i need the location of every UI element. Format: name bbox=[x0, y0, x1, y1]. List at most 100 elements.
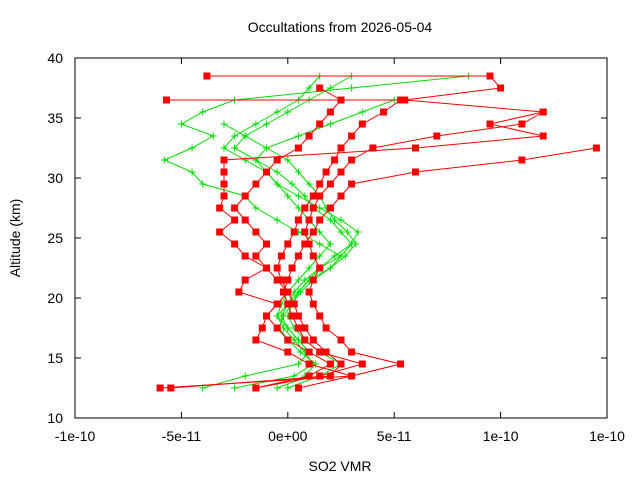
data-point bbox=[301, 192, 309, 200]
data-point bbox=[305, 288, 313, 296]
data-point bbox=[216, 228, 224, 236]
data-point bbox=[258, 324, 266, 332]
data-point bbox=[352, 240, 360, 248]
data-point bbox=[337, 192, 345, 200]
data-point bbox=[199, 180, 207, 188]
data-point bbox=[326, 120, 334, 128]
data-point bbox=[284, 276, 292, 284]
data-point bbox=[273, 156, 281, 164]
data-point bbox=[288, 264, 296, 272]
data-point bbox=[280, 288, 287, 296]
profile-line bbox=[255, 99, 395, 389]
data-point bbox=[280, 312, 288, 320]
data-point bbox=[231, 132, 239, 140]
profile-line bbox=[223, 123, 357, 377]
data-point bbox=[231, 204, 239, 212]
data-point bbox=[273, 264, 281, 272]
data-point bbox=[316, 84, 324, 92]
data-point bbox=[316, 240, 324, 248]
data-point bbox=[294, 216, 302, 224]
data-point bbox=[216, 204, 224, 212]
data-point bbox=[284, 336, 292, 344]
data-point bbox=[316, 228, 324, 236]
data-point bbox=[203, 72, 211, 80]
data-point bbox=[167, 384, 175, 392]
data-point bbox=[305, 216, 313, 224]
data-point bbox=[301, 324, 309, 332]
data-point bbox=[294, 276, 302, 284]
data-point bbox=[316, 180, 324, 188]
data-point bbox=[252, 252, 260, 260]
data-point bbox=[263, 264, 270, 272]
data-point bbox=[326, 204, 334, 212]
data-point bbox=[241, 372, 249, 380]
data-point bbox=[252, 228, 260, 236]
plot-frame bbox=[74, 57, 608, 419]
data-point bbox=[326, 84, 334, 92]
data-point bbox=[326, 240, 334, 248]
data-point bbox=[369, 144, 377, 152]
data-point bbox=[337, 336, 345, 344]
data-point bbox=[322, 348, 330, 356]
data-point bbox=[290, 300, 298, 308]
y-tick-label: 20 bbox=[47, 290, 63, 306]
data-point bbox=[252, 336, 260, 344]
data-point bbox=[348, 132, 356, 140]
data-point bbox=[486, 120, 494, 128]
data-point bbox=[273, 180, 281, 188]
y-tick-label: 35 bbox=[47, 110, 63, 126]
data-point bbox=[220, 156, 228, 164]
profile-line bbox=[166, 99, 403, 389]
data-layer bbox=[156, 72, 600, 392]
data-point bbox=[294, 324, 302, 332]
data-point bbox=[348, 156, 356, 164]
data-point bbox=[316, 120, 324, 128]
data-point bbox=[277, 276, 285, 284]
data-point bbox=[316, 252, 324, 260]
data-point bbox=[284, 348, 292, 356]
data-point bbox=[290, 228, 298, 236]
data-point bbox=[343, 228, 351, 236]
data-point bbox=[297, 288, 305, 296]
data-point bbox=[241, 252, 249, 260]
data-point bbox=[231, 144, 239, 152]
data-point bbox=[273, 108, 281, 116]
data-point bbox=[358, 108, 366, 116]
data-point bbox=[241, 192, 249, 200]
data-point bbox=[220, 168, 228, 176]
data-point bbox=[220, 180, 228, 188]
data-point bbox=[305, 348, 313, 356]
data-point bbox=[322, 324, 330, 332]
data-point bbox=[235, 288, 243, 296]
x-tick-label: 1e-10 bbox=[483, 428, 519, 444]
data-point bbox=[309, 204, 317, 212]
data-point bbox=[305, 264, 313, 272]
data-point bbox=[337, 96, 345, 104]
data-point bbox=[401, 96, 409, 104]
data-point bbox=[309, 228, 317, 236]
data-point bbox=[316, 192, 324, 200]
data-point bbox=[301, 336, 309, 344]
data-point bbox=[284, 108, 292, 116]
data-point bbox=[263, 312, 270, 320]
data-point bbox=[348, 180, 356, 188]
data-point bbox=[486, 72, 494, 80]
data-point bbox=[220, 192, 228, 200]
data-point bbox=[337, 360, 345, 368]
data-point bbox=[301, 228, 309, 236]
data-point bbox=[309, 252, 317, 260]
data-point bbox=[301, 240, 309, 248]
data-point bbox=[305, 180, 313, 188]
data-point bbox=[305, 132, 313, 140]
data-point bbox=[412, 168, 419, 176]
data-point bbox=[231, 216, 239, 224]
data-point bbox=[326, 264, 334, 272]
data-point bbox=[294, 360, 302, 368]
data-point bbox=[294, 252, 302, 260]
data-point bbox=[539, 132, 547, 140]
data-point bbox=[294, 168, 302, 176]
data-point bbox=[358, 360, 366, 368]
profile-line bbox=[160, 75, 544, 389]
data-point bbox=[305, 240, 313, 248]
